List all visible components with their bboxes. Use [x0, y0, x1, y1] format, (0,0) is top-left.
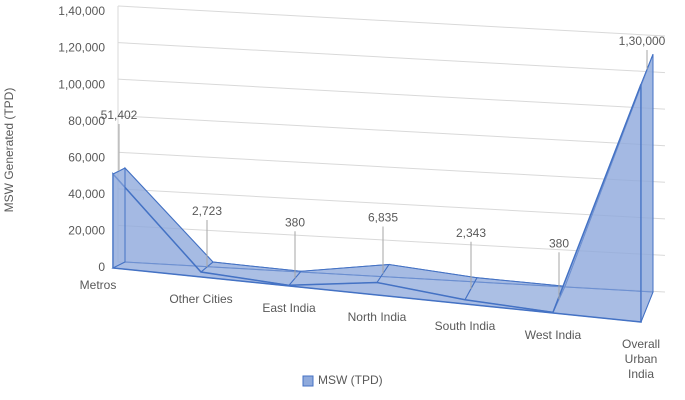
area-left	[112, 167, 126, 269]
x-tick-label: Metros	[79, 278, 117, 292]
grid-line	[117, 78, 666, 110]
legend-label: MSW (TPD)	[318, 373, 383, 387]
x-tick-label: West India	[524, 328, 582, 342]
grid-line	[117, 5, 666, 37]
y-tick-label: 1,20,000	[58, 41, 105, 55]
x-tick-label: South India	[434, 319, 496, 333]
x-tick-label: North India	[347, 310, 407, 324]
legend-swatch	[302, 375, 314, 387]
y-tick-label: 1,00,000	[58, 77, 105, 91]
area-right	[640, 54, 654, 323]
data-label: 380	[549, 236, 569, 250]
y-tick-label: 0	[98, 260, 105, 274]
x-tick-label: Other Cities	[169, 292, 233, 306]
y-tick-label: 20,000	[68, 224, 105, 238]
grid-line	[117, 42, 666, 74]
grid-line	[117, 224, 666, 256]
data-label: 6,835	[368, 211, 398, 225]
x-tick-label: East India	[262, 301, 316, 315]
grid-line	[117, 188, 666, 220]
y-tick-label: 60,000	[68, 150, 105, 164]
y-axis-label: MSW Generated (TPD)	[2, 88, 16, 213]
data-label: 2,723	[192, 204, 222, 218]
x-tick-label: Overall Urban India	[621, 337, 660, 381]
y-tick-label: 80,000	[68, 114, 105, 128]
data-label: 1,30,000	[619, 34, 666, 48]
data-label: 380	[285, 215, 305, 229]
grid-line	[117, 115, 666, 147]
y-tick-label: 40,000	[68, 187, 105, 201]
y-tick-label: 1,40,000	[58, 4, 105, 18]
data-label: 51,402	[101, 108, 138, 122]
data-label: 2,343	[456, 226, 486, 240]
grid-line	[117, 151, 666, 183]
